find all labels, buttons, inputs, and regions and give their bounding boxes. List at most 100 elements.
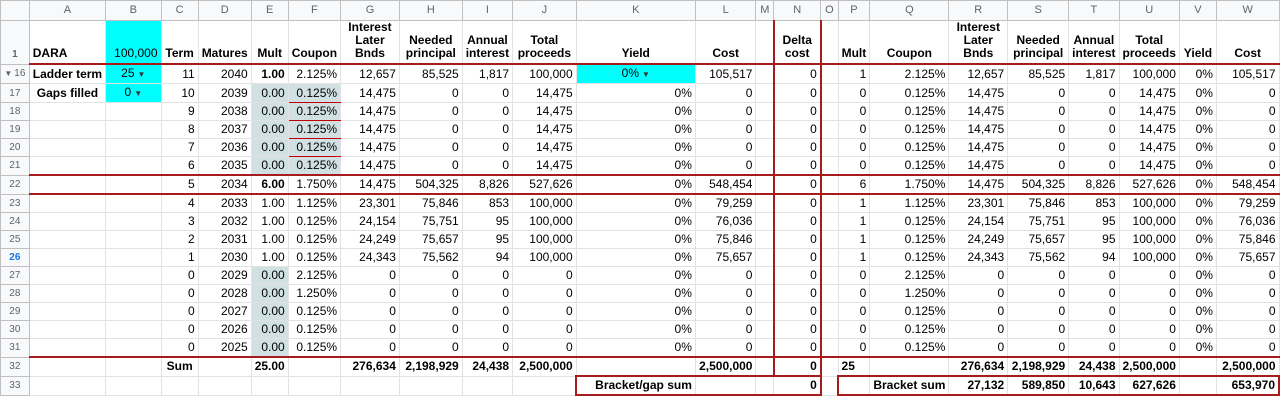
cell-e[interactable]: 0.00 <box>250 338 289 358</box>
cell-n[interactable]: 0 <box>772 266 822 285</box>
cell-h[interactable]: 0 <box>398 284 463 303</box>
cell-k[interactable]: 0% <box>575 230 696 249</box>
cell-d[interactable]: 2026 <box>197 320 252 339</box>
cell-a[interactable] <box>28 338 107 358</box>
cell-p[interactable]: 0 <box>837 156 871 176</box>
sum-b[interactable] <box>105 356 162 377</box>
cell-w[interactable]: 75,657 <box>1215 248 1280 267</box>
row-number-20[interactable]: 20 <box>0 138 30 157</box>
cell-p[interactable]: 0 <box>837 83 871 103</box>
bracket-a[interactable] <box>28 375 107 396</box>
column-header-e[interactable]: E <box>250 0 289 21</box>
cell-q[interactable]: 0.125% <box>869 138 950 157</box>
cell-q[interactable]: 1.750% <box>869 174 950 195</box>
cell-q[interactable]: 2.125% <box>869 63 950 84</box>
cell-m[interactable] <box>755 248 775 267</box>
row-number-31[interactable]: 31 <box>0 338 30 358</box>
sum-r[interactable]: 276,634 <box>948 356 1009 377</box>
column-header-i[interactable]: I <box>461 0 514 21</box>
column-header-t[interactable]: T <box>1068 0 1120 21</box>
cell-n[interactable]: 0 <box>772 212 822 231</box>
cell-t[interactable]: 94 <box>1068 248 1120 267</box>
cell-r[interactable]: 0 <box>948 302 1009 321</box>
row-number-18[interactable]: 18 <box>0 102 30 121</box>
cell-o[interactable] <box>820 320 839 339</box>
cell-u[interactable]: 100,000 <box>1118 248 1180 267</box>
cell-v[interactable]: 0% <box>1178 266 1217 285</box>
cell-c[interactable]: 2 <box>160 230 199 249</box>
cell-t[interactable]: 0 <box>1068 138 1120 157</box>
cell-s[interactable]: 75,751 <box>1007 212 1070 231</box>
row-number-1[interactable]: 1 <box>0 20 30 65</box>
cell-n[interactable]: 0 <box>772 138 822 157</box>
header-p[interactable]: Mult <box>837 20 871 65</box>
cell-w[interactable]: 105,517 <box>1215 63 1280 84</box>
cell-i[interactable]: 0 <box>461 120 514 139</box>
cell-r[interactable]: 24,343 <box>948 248 1009 267</box>
cell-d[interactable]: 2028 <box>197 284 252 303</box>
sum-s[interactable]: 2,198,929 <box>1007 356 1070 377</box>
cell-m[interactable] <box>755 83 775 103</box>
cell-v[interactable]: 0% <box>1178 193 1217 213</box>
cell-f[interactable]: 0.125% <box>287 102 342 121</box>
cell-k[interactable]: 0% <box>575 156 696 176</box>
sum-t[interactable]: 24,438 <box>1068 356 1120 377</box>
cell-s[interactable]: 0 <box>1007 83 1070 103</box>
cell-v[interactable]: 0% <box>1178 230 1217 249</box>
cell-n[interactable]: 0 <box>772 248 822 267</box>
cell-u[interactable]: 100,000 <box>1118 212 1180 231</box>
cell-c[interactable]: 0 <box>160 320 199 339</box>
cell-u[interactable]: 100,000 <box>1118 230 1180 249</box>
cell-k[interactable]: 0% <box>575 338 696 358</box>
cell-k[interactable]: 0% <box>575 284 696 303</box>
row-number-21[interactable]: 21 <box>0 156 30 176</box>
cell-l[interactable]: 0 <box>694 156 757 176</box>
bracket-m[interactable] <box>755 375 775 396</box>
cell-e[interactable]: 1.00 <box>250 248 289 267</box>
row-number-24[interactable]: 24 <box>0 212 30 231</box>
cell-g[interactable]: 0 <box>340 320 400 339</box>
cell-o[interactable] <box>820 193 839 213</box>
cell-w[interactable]: 0 <box>1215 156 1280 176</box>
cell-v[interactable]: 0% <box>1178 338 1217 358</box>
cell-e[interactable]: 0.00 <box>250 302 289 321</box>
cell-s[interactable]: 0 <box>1007 320 1070 339</box>
cell-h[interactable]: 0 <box>398 120 463 139</box>
cell-o[interactable] <box>820 120 839 139</box>
cell-j[interactable]: 100,000 <box>512 230 577 249</box>
row-number-22[interactable]: 22 <box>0 174 30 195</box>
cell-n[interactable]: 0 <box>772 174 822 195</box>
row-number-16[interactable]: ▼ 16 <box>0 63 30 84</box>
cell-r[interactable]: 12,657 <box>948 63 1009 84</box>
cell-p[interactable]: 1 <box>837 63 871 84</box>
cell-w[interactable]: 75,846 <box>1215 230 1280 249</box>
column-header-s[interactable]: S <box>1007 0 1070 21</box>
cell-h[interactable]: 75,562 <box>398 248 463 267</box>
cell-p[interactable]: 0 <box>837 266 871 285</box>
cell-a[interactable] <box>28 193 107 213</box>
bracket-h[interactable] <box>398 375 463 396</box>
header-m[interactable] <box>755 20 775 65</box>
cell-e[interactable]: 0.00 <box>250 138 289 157</box>
cell-l[interactable]: 75,657 <box>694 248 757 267</box>
cell-j[interactable]: 0 <box>512 302 577 321</box>
cell-s[interactable]: 0 <box>1007 156 1070 176</box>
sum-f[interactable] <box>287 356 342 377</box>
cell-c[interactable]: 0 <box>160 284 199 303</box>
cell-s[interactable]: 75,657 <box>1007 230 1070 249</box>
cell-b[interactable] <box>105 193 162 213</box>
bracket-d[interactable] <box>197 375 252 396</box>
cell-g[interactable]: 0 <box>340 338 400 358</box>
cell-i[interactable]: 1,817 <box>461 63 514 84</box>
cell-f[interactable]: 0.125% <box>287 230 342 249</box>
cell-k[interactable]: 0% <box>575 320 696 339</box>
cell-w[interactable]: 0 <box>1215 266 1280 285</box>
cell-k[interactable]: 0% <box>575 212 696 231</box>
bracket-t[interactable]: 10,643 <box>1068 375 1120 396</box>
cell-b[interactable] <box>105 230 162 249</box>
cell-g[interactable]: 24,154 <box>340 212 400 231</box>
column-header-q[interactable]: Q <box>869 0 950 21</box>
bracket-w[interactable]: 653,970 <box>1215 375 1280 396</box>
cell-f[interactable]: 0.125% <box>287 138 342 157</box>
gaps-filled-dropdown[interactable]: 0 ▼ <box>105 83 162 103</box>
